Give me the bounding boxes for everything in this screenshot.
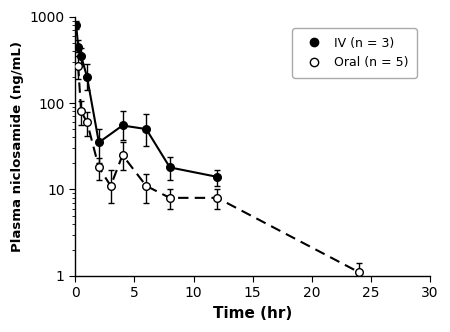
Y-axis label: Plasma niclosamide (ng/mL): Plasma niclosamide (ng/mL) (11, 41, 24, 252)
Legend: IV (n = 3), Oral (n = 5): IV (n = 3), Oral (n = 5) (292, 28, 417, 78)
X-axis label: Time (hr): Time (hr) (213, 306, 292, 321)
